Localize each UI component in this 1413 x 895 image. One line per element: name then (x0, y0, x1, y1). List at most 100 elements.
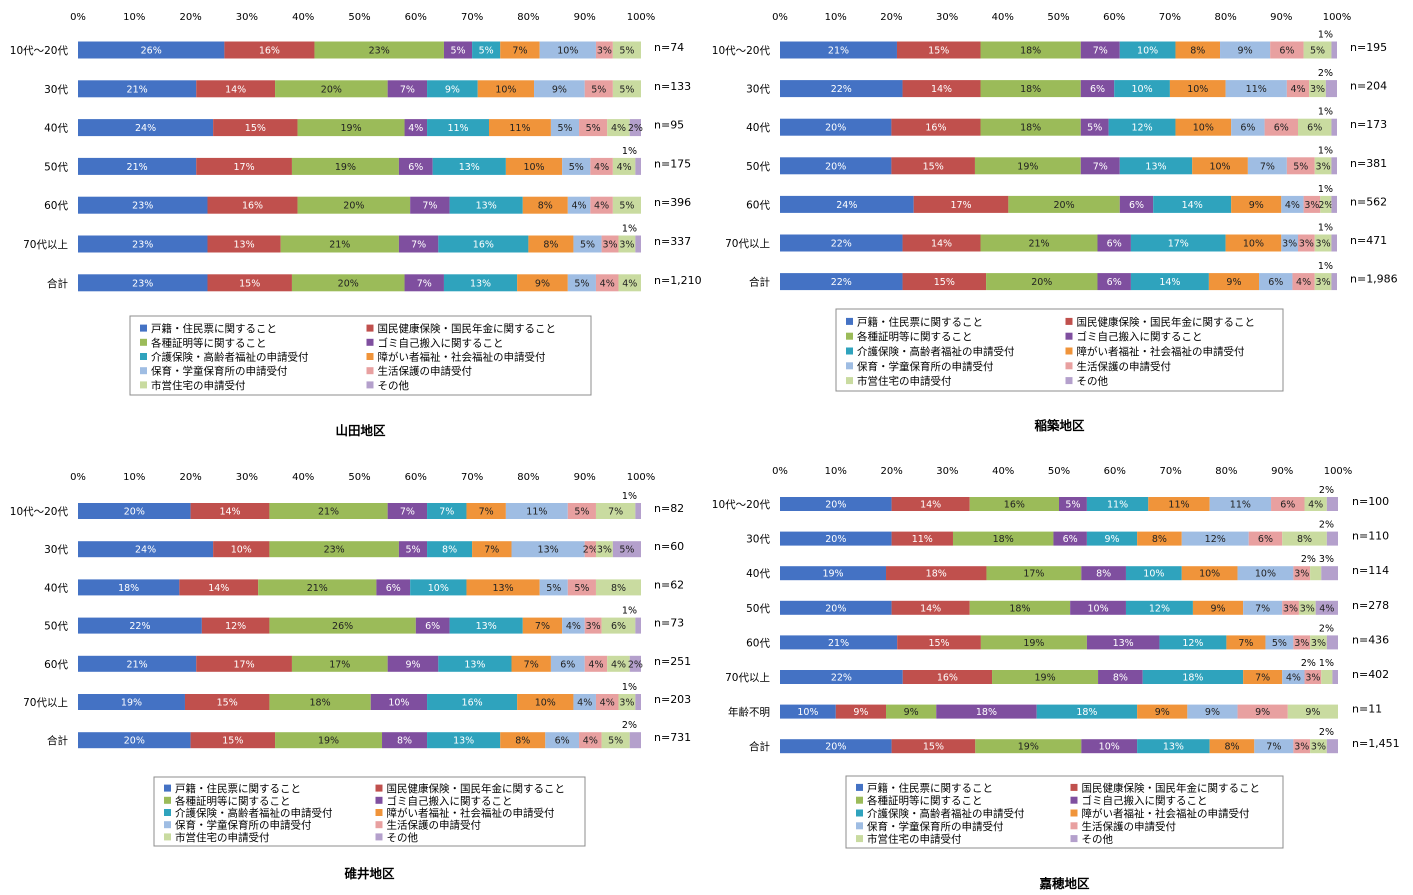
bar-segment (1259, 273, 1293, 291)
bar-segment (1331, 118, 1337, 136)
bar-segment (1326, 497, 1338, 511)
data-label: 10% (495, 84, 516, 95)
bar-segment (184, 694, 270, 710)
data-label: 4% (622, 278, 637, 289)
data-label: 5% (574, 583, 589, 594)
bar-segment (1153, 195, 1232, 213)
data-label: 12% (1205, 534, 1226, 545)
legend-label: 戸籍・住民票に関すること (857, 315, 983, 328)
data-label: 20% (825, 500, 846, 511)
data-label: 19% (121, 698, 142, 709)
bar-segment (78, 274, 208, 292)
bar-segment (1247, 157, 1287, 175)
bar-segment (190, 732, 276, 749)
data-label: 18% (310, 698, 331, 709)
data-label: 3% (1316, 239, 1331, 250)
legend-swatch (1065, 377, 1073, 385)
data-label: 18% (976, 707, 997, 718)
bar-segment (980, 41, 1081, 59)
x-tick-label: 20% (880, 12, 902, 23)
data-label: 12% (1149, 603, 1170, 614)
data-label: 10% (535, 698, 556, 709)
bar-segment (1208, 273, 1260, 291)
data-label: 8% (1096, 569, 1111, 580)
data-label: 18% (1182, 673, 1203, 684)
data-label: 8% (611, 583, 626, 594)
category-label: 合計 (749, 740, 770, 753)
bar-segment (573, 694, 596, 710)
data-label: 17% (1168, 239, 1189, 250)
data-label: 4% (1285, 200, 1300, 211)
data-label: 3% (586, 621, 601, 632)
data-label: 21% (1028, 239, 1049, 250)
data-label: 9% (535, 278, 550, 289)
bar-segment (78, 579, 180, 596)
bar-segment (891, 600, 970, 615)
legend-label: 保育・学童保育所の申請受付 (867, 820, 1004, 833)
small-value-label: 1% (1318, 30, 1333, 41)
bar-row: 70代以上 22% 16% 19% 8% 18% 7% 4% 3% 2% 1% n=402 (725, 658, 1389, 684)
data-label: 21% (329, 240, 350, 251)
data-label: 20% (1031, 277, 1052, 288)
data-label: 14% (225, 84, 246, 95)
data-label: 7% (422, 201, 437, 212)
legend-box (835, 308, 1284, 392)
bar-segment (522, 617, 563, 634)
data-label: 14% (208, 583, 229, 594)
bar-row: 50代 20% 15% 19% 7% 13% 10% 7% 5% 3% 1% n=381 (746, 145, 1387, 175)
legend-label: 市営住宅の申請受付 (857, 375, 952, 388)
stacked-bar-chart: 0% 10% 20% 30% 40% 50% 60% 70% 80% 90% 100% 10代～20代… (10, 472, 691, 881)
x-tick-label: 60% (405, 472, 427, 483)
data-label: 8% (1297, 534, 1312, 545)
data-label: 8% (543, 240, 558, 251)
data-label: 18% (1020, 123, 1041, 134)
n-label: n=436 (1352, 633, 1389, 646)
small-value-label: 1% (1318, 261, 1333, 272)
bar-segment (1303, 41, 1332, 59)
legend-swatch (1065, 317, 1073, 325)
legend-label: 各種証明等に関すること (867, 794, 983, 807)
legend-label: その他 (1077, 375, 1109, 388)
data-label: 13% (493, 583, 514, 594)
category-label: 30代 (44, 544, 68, 556)
bar-segment (891, 497, 970, 511)
bar-segment (1137, 531, 1182, 546)
legend-swatch (856, 809, 863, 817)
bar-segment (1265, 635, 1294, 650)
bar-segment (780, 118, 892, 136)
data-label: 20% (825, 123, 846, 134)
category-label: 30代 (746, 534, 770, 546)
data-label: 3% (1294, 742, 1309, 753)
x-tick-label: 90% (1271, 466, 1293, 477)
bar-segment (78, 694, 185, 710)
data-label: 4% (1296, 277, 1311, 288)
category-label: 60代 (746, 199, 770, 211)
category-label: 30代 (746, 84, 770, 96)
bar-segment (1148, 497, 1210, 511)
data-label: 18% (118, 583, 139, 594)
data-label: 4% (1286, 673, 1301, 684)
data-label: 11% (1107, 500, 1128, 511)
bar-segment (1192, 157, 1248, 175)
bar-row: 10代～20代 20% 14% 21% 7% 7% 7% 11% 5% 7% 1% n=82 (10, 491, 684, 519)
data-label: 18% (1020, 84, 1041, 95)
bar-segment (1097, 273, 1131, 291)
bar-row: 40代 19% 18% 17% 8% 10% 10% 10% 3% 2% 3% n=114 (746, 554, 1389, 581)
bar-segment (1086, 635, 1160, 650)
legend-box (845, 775, 1284, 849)
data-label: 19% (1017, 161, 1038, 172)
bar-segment (404, 274, 444, 292)
bar-segment (297, 196, 411, 214)
bar-segment (269, 541, 399, 558)
x-tick-label: 80% (517, 472, 539, 483)
x-tick-label: 0% (70, 472, 86, 483)
x-tick-label: 90% (574, 472, 596, 483)
data-label: 5% (1087, 123, 1102, 134)
data-label: 6% (1258, 534, 1273, 545)
bar-segment (207, 274, 292, 292)
bar-segment (1036, 704, 1138, 719)
bar-segment (438, 235, 529, 253)
data-label: 6% (1129, 200, 1144, 211)
small-value-label: 2% 3% (1301, 554, 1334, 565)
data-label: 5% (619, 545, 634, 556)
